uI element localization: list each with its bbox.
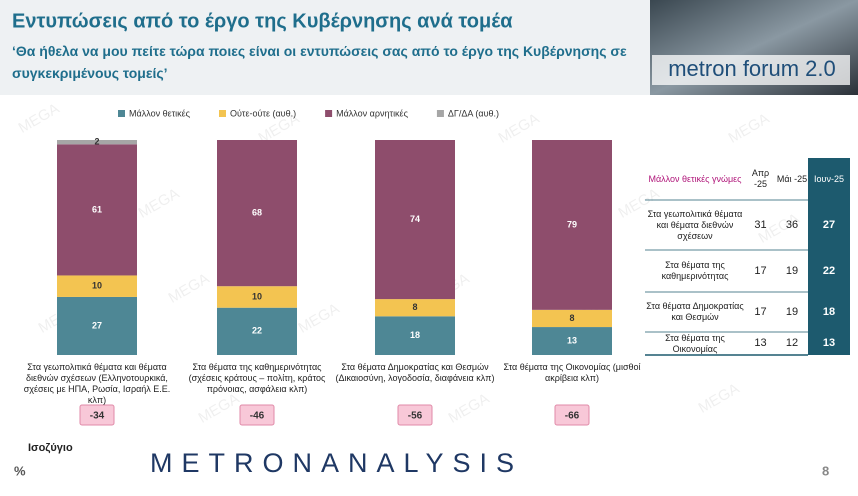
page-number: 8	[822, 463, 829, 478]
table-cell: Ιουν-25	[814, 173, 844, 184]
title: Εντυπώσεις από το έργο της Κυβέρνησης αν…	[12, 10, 513, 32]
balance-box	[554, 404, 590, 426]
value-label: 61	[92, 204, 102, 214]
bar-segment	[57, 140, 137, 145]
balance-value: -34	[90, 411, 105, 422]
bar-segment	[217, 286, 297, 308]
value-label: 18	[410, 330, 420, 340]
table-cell: 13	[754, 337, 767, 349]
value-label: 68	[252, 207, 262, 217]
unit: %	[14, 463, 26, 478]
value-label: 8	[412, 302, 417, 312]
value-label: 2	[94, 137, 99, 147]
balance-value: -56	[408, 411, 423, 422]
watermark: MEGA	[135, 185, 182, 222]
table-cell: Απρ -25	[751, 168, 770, 189]
table-cell: 27	[822, 218, 836, 231]
bar-segment	[57, 144, 137, 276]
watermark: MEGA	[165, 270, 212, 307]
legend-swatch	[436, 110, 444, 117]
table-cell: Στα θέματα της καθημερινότητας	[661, 260, 729, 281]
watermark: MEGA	[195, 390, 242, 427]
legend-swatch	[118, 110, 125, 117]
bar-segment	[217, 140, 297, 287]
value-label: 79	[567, 219, 577, 229]
bar-segment	[532, 309, 612, 328]
watermark: MEGA	[445, 390, 492, 427]
table-cell: Στα θέματα Δημοκρατίας και Θεσμών	[646, 301, 744, 322]
watermark: MEGA	[295, 300, 342, 337]
legend-swatch	[219, 110, 226, 117]
bar-segment	[375, 140, 455, 300]
table-cell: 12	[785, 337, 799, 349]
balance-label: Ισοζύγιο	[28, 442, 73, 454]
table-cell: 36	[785, 218, 799, 231]
watermark: MEGA	[725, 110, 772, 147]
bar-segment	[375, 316, 455, 355]
legend-label: Ούτε-ούτε (αυθ.)	[230, 108, 296, 118]
brand: METRONANALYSIS	[150, 448, 523, 478]
bar-segment	[375, 299, 455, 317]
table-cell: 31	[754, 218, 767, 231]
balance-box	[239, 404, 275, 426]
watermark: MEGA	[15, 100, 62, 137]
table-cell: Στα θέματα της Οικονομίας	[665, 332, 725, 354]
bar-segment	[217, 307, 297, 355]
category-label: Στα γεωπολιτικά θέματα και θέματα διεθνώ…	[23, 362, 171, 405]
category-label: Στα θέματα της Οικονομίας (μισθοί ακρίβε…	[503, 362, 641, 383]
balance-value: -46	[250, 411, 265, 422]
watermark: MEGA	[695, 380, 742, 417]
value-label: 10	[252, 291, 262, 301]
logo-text: metron forum 2.0	[668, 56, 836, 81]
table-cell: 13	[822, 337, 836, 349]
bar-segment	[57, 275, 137, 297]
balance-box	[397, 404, 433, 426]
legend-swatch	[325, 110, 333, 117]
table-cell: 17	[754, 264, 767, 277]
table-cell: 22	[822, 264, 836, 277]
table-cell: 17	[754, 305, 767, 318]
table-cell: Στα γεωπολιτικά θέματα και θέματα διεθνώ…	[647, 208, 743, 241]
value-label: 8	[569, 313, 574, 323]
table-cell: Μάι -25	[776, 173, 808, 184]
value-label: 22	[252, 326, 262, 336]
table-cell: 19	[785, 264, 799, 277]
category-label: Στα θέματα της καθημερινότητας (σχέσεις …	[188, 362, 326, 394]
table-cell: 19	[785, 305, 799, 318]
table-cell: 18	[822, 305, 836, 318]
balance-value: -66	[565, 411, 580, 422]
category-label: Στα θέματα Δημοκρατίας και Θεσμών (Δικαι…	[335, 362, 495, 383]
legend-label: Μάλλον αρνητικές	[336, 108, 408, 118]
legend-label: ΔΓ/ΔΑ (αυθ.)	[448, 108, 499, 118]
logo-plate	[652, 55, 850, 85]
value-label: 13	[567, 335, 577, 345]
header-band	[0, 0, 650, 95]
balance-box	[79, 404, 115, 426]
bar-segment	[57, 296, 137, 355]
value-label: 74	[410, 214, 420, 224]
table-highlight	[808, 158, 850, 355]
bar-segment	[532, 327, 612, 355]
value-label: 10	[92, 281, 102, 291]
table-cell: Μάλλον θετικές γνώμες	[648, 173, 742, 184]
value-label: 27	[92, 320, 102, 330]
subtitle: ‘Θα ήθελα να μου πείτε τώρα ποιες είναι …	[12, 43, 627, 81]
legend-label: Μάλλον θετικές	[129, 108, 191, 118]
bar-segment	[532, 140, 612, 310]
